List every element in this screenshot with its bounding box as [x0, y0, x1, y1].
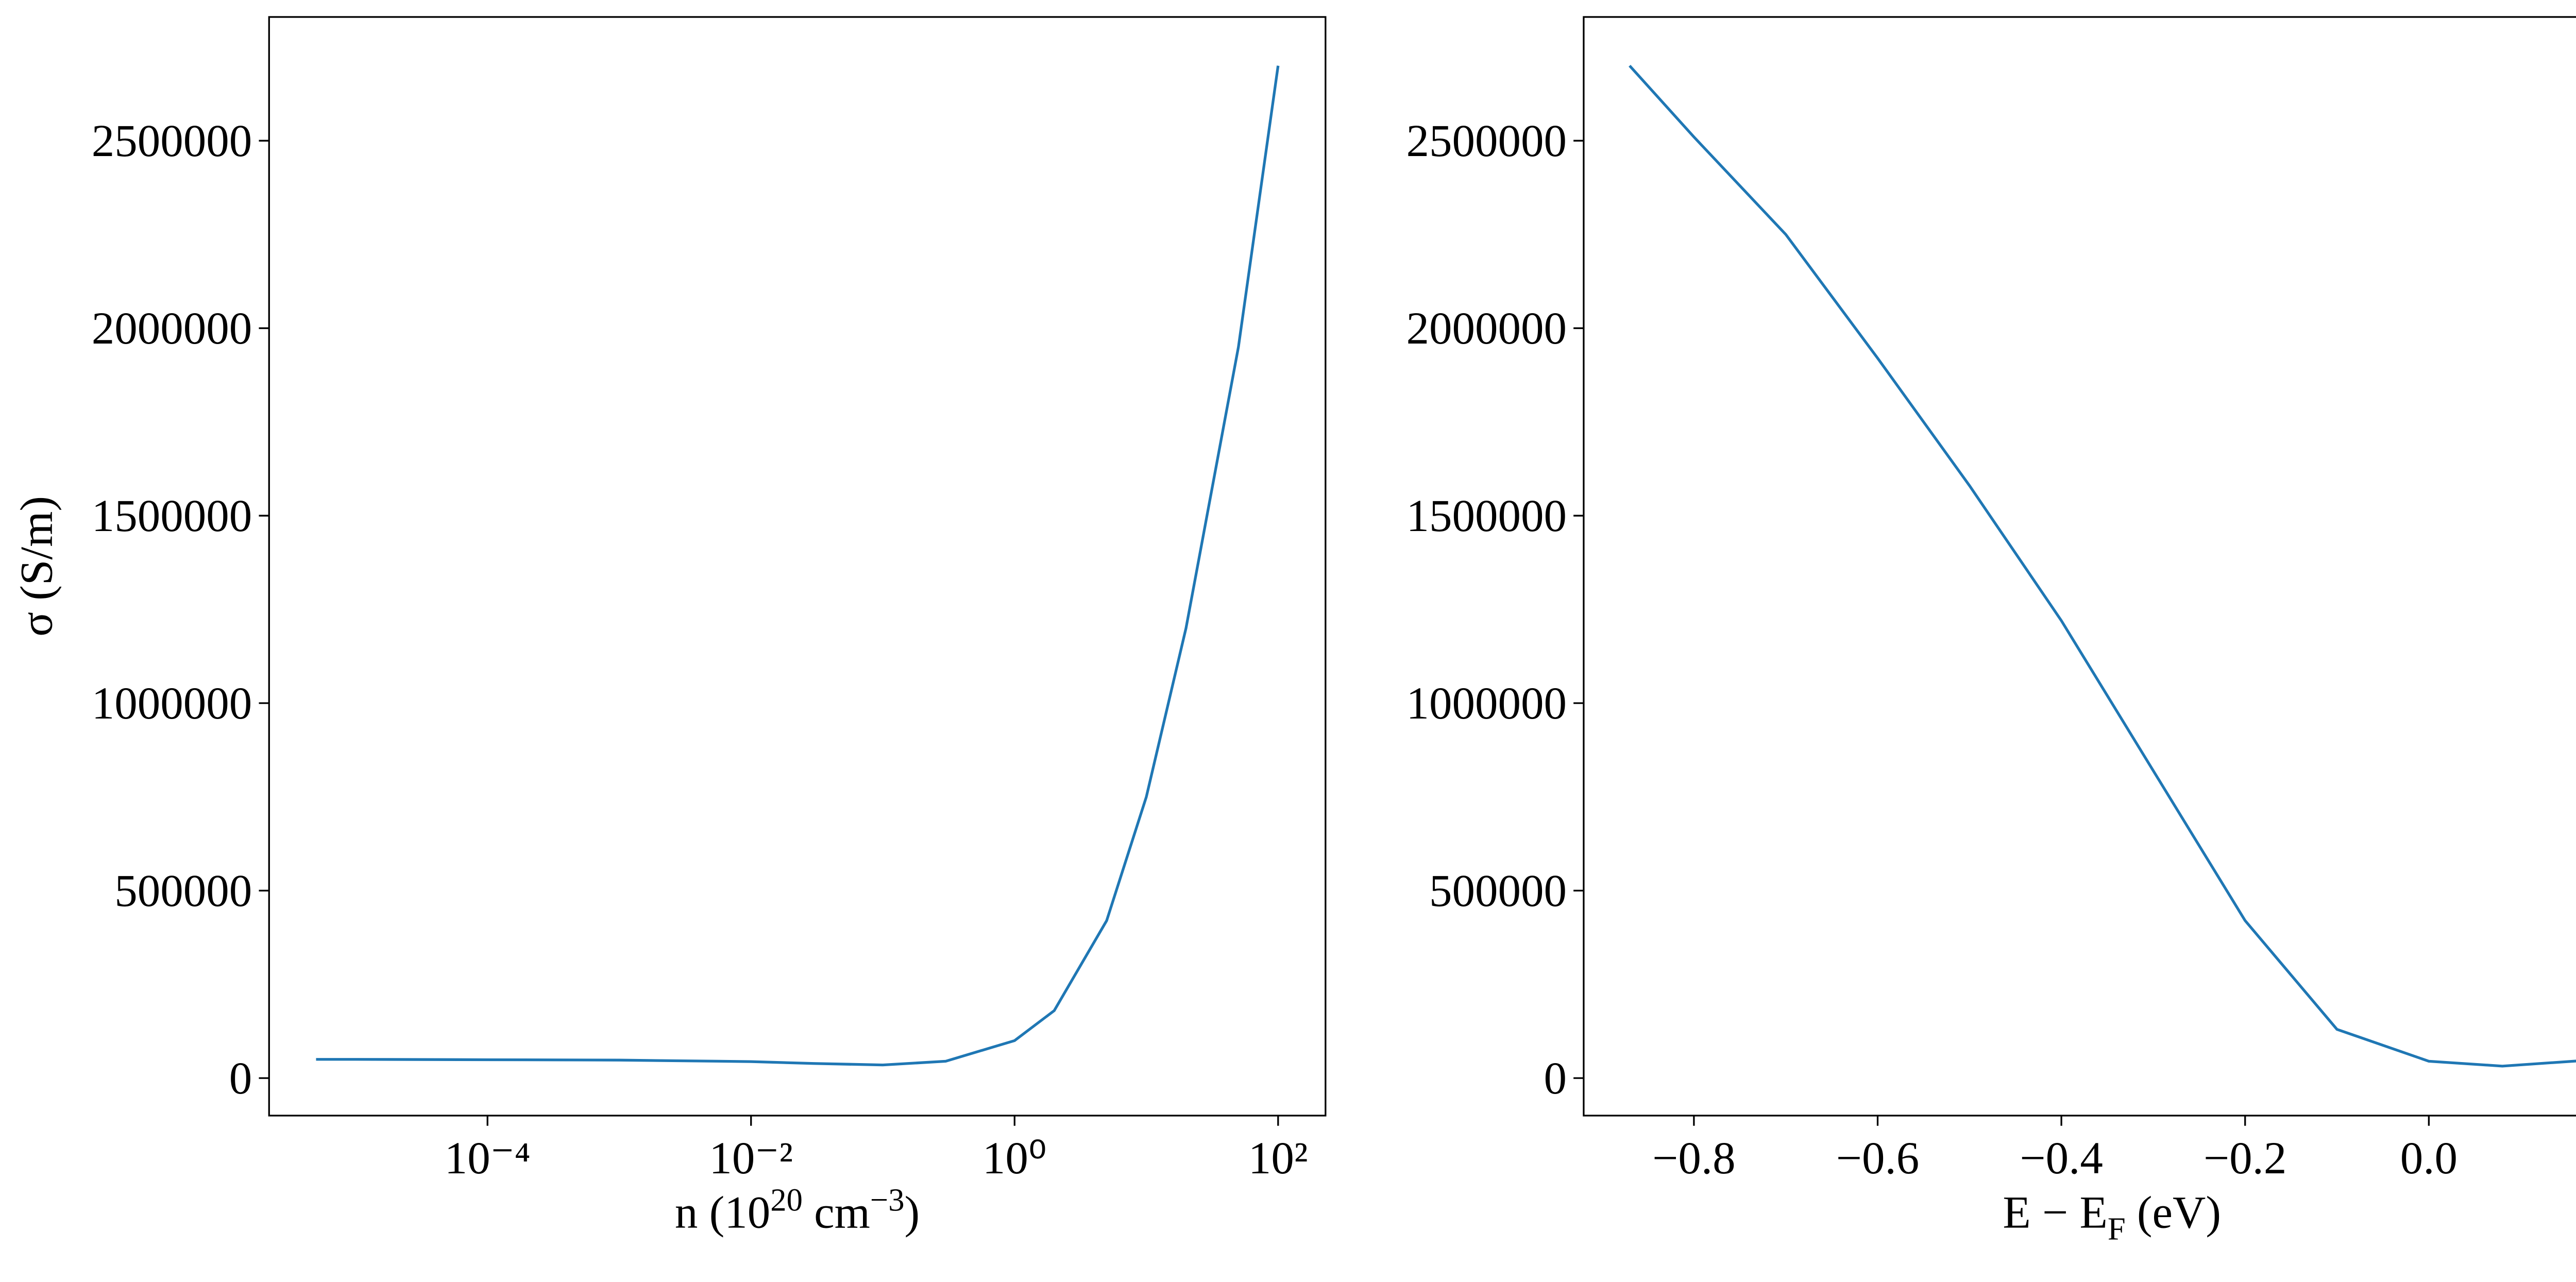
x-tick-label: 10² — [1248, 1133, 1308, 1184]
x-tick-label: 10⁻⁴ — [445, 1133, 531, 1184]
y-axis-label: σ (S/m) — [11, 496, 62, 637]
x-axis-label-part: (eV) — [2126, 1188, 2221, 1238]
y-tick-label: 2000000 — [1406, 303, 1567, 354]
y-tick-label: 2500000 — [1406, 116, 1567, 166]
y-tick-label: 1500000 — [1406, 491, 1567, 541]
y-tick-label: 500000 — [1429, 866, 1567, 916]
x-axis-label: n (1020 cm−3) — [675, 1182, 920, 1238]
y-tick-label: 0 — [1544, 1053, 1567, 1104]
axes-frame — [268, 16, 1327, 1117]
x-axis-label-part: E − E — [2003, 1188, 2107, 1238]
y-tick-label: 500000 — [114, 866, 252, 916]
x-axis-label-part: n (10 — [675, 1188, 770, 1238]
x-axis-label-part: ) — [905, 1188, 920, 1238]
x-tick-label: −0.8 — [1652, 1133, 1735, 1184]
y-tick-label: 2500000 — [92, 116, 252, 166]
x-axis-label-part: F — [2108, 1211, 2126, 1247]
axes-frame — [1583, 16, 2576, 1117]
x-axis-label-part: −3 — [870, 1182, 905, 1218]
y-tick-label: 1000000 — [1406, 678, 1567, 729]
x-tick-label: −0.2 — [2204, 1133, 2286, 1184]
data-line — [316, 65, 1280, 1067]
x-tick-label: 10⁰ — [982, 1133, 1047, 1184]
y-tick-label: 2000000 — [92, 303, 252, 354]
x-axis-label: E − EF (eV) — [2003, 1188, 2221, 1247]
y-tick-label: 1500000 — [92, 491, 252, 541]
y-tick-label: 0 — [229, 1053, 252, 1104]
x-axis-label-part: cm — [803, 1188, 870, 1238]
x-tick-label: −0.6 — [1836, 1133, 1919, 1184]
x-tick-label: 0.0 — [2400, 1133, 2458, 1184]
x-tick-label: −0.4 — [2020, 1133, 2103, 1184]
x-tick-label: 10⁻² — [709, 1133, 793, 1184]
x-axis-label-part: 20 — [770, 1182, 803, 1218]
data-line — [1629, 64, 2576, 1068]
y-tick-label: 1000000 — [92, 678, 252, 729]
